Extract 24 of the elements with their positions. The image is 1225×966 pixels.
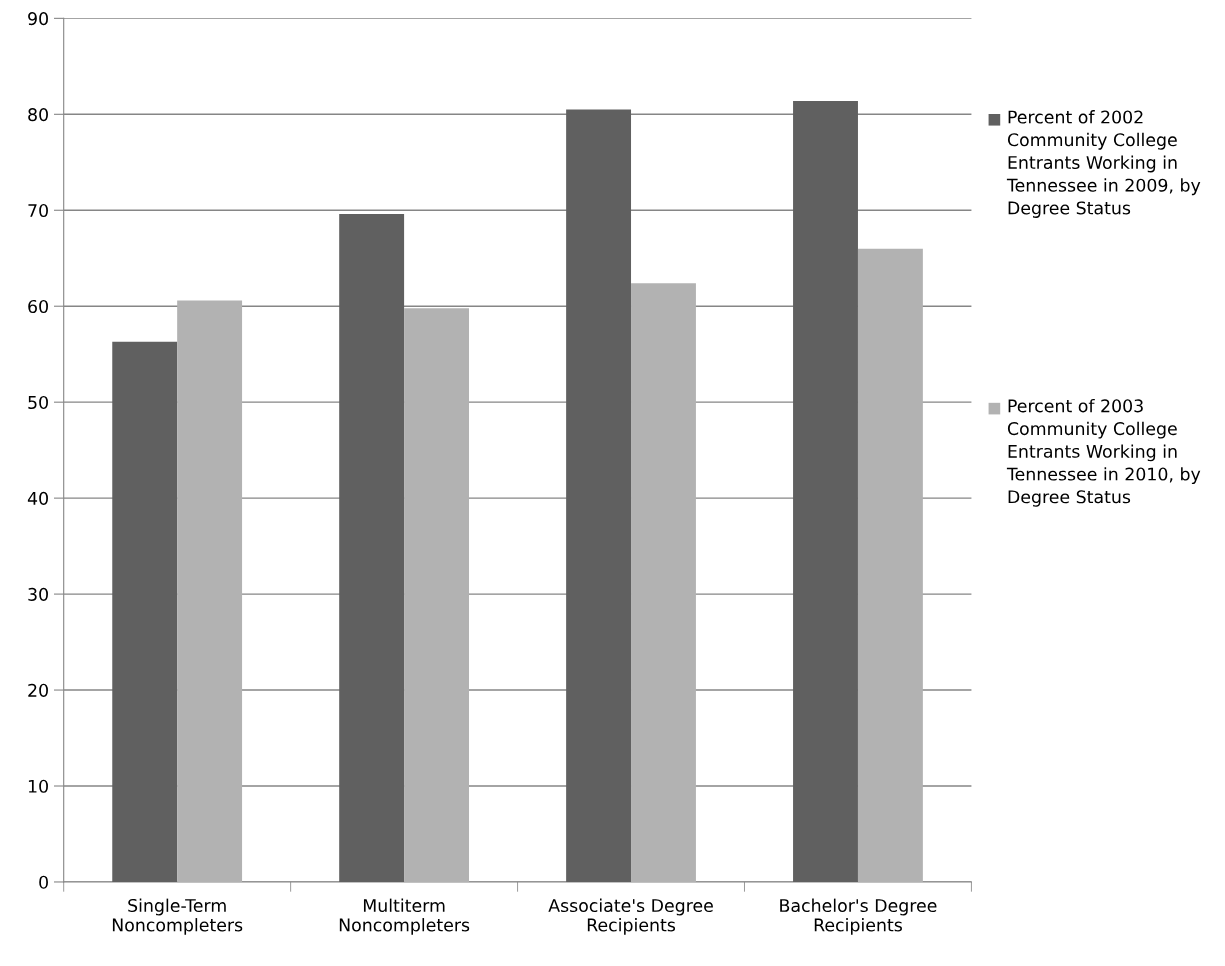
y-tick-label: 40 [27, 491, 48, 505]
bar [793, 100, 858, 882]
bar [339, 214, 405, 882]
legend-label: Percent of 2002 Community College Entrants Working in Tennessee in 2009, by Degree Status [1006, 110, 1201, 218]
bar [857, 248, 923, 882]
x-tick-label: Single-Term Noncompleters [112, 898, 243, 935]
bar [112, 341, 178, 882]
y-tick-label: 90 [28, 12, 48, 26]
y-tick-label: 80 [28, 108, 48, 122]
x-tick-label: Associate's Degree Recipients [548, 898, 713, 935]
y-tick-label: 10 [28, 779, 48, 793]
legend-label: Percent of 2003 Community College Entrants Working in Tennessee in 2010, by Degree Status [1006, 398, 1201, 507]
bar [566, 109, 632, 882]
y-tick-label: 50 [28, 395, 48, 410]
y-tick-label: 20 [28, 683, 48, 697]
bar [177, 300, 243, 882]
x-tick-label: Multiterm Noncompleters [339, 898, 470, 935]
bar [404, 308, 469, 882]
y-tick-label: 60 [28, 299, 48, 314]
y-tick-label: 70 [28, 203, 48, 218]
x-tick-label: Bachelor's Degree Recipients [780, 898, 937, 935]
y-tick-label: 0 [39, 875, 48, 889]
y-tick-label: 30 [28, 587, 48, 601]
bar [631, 283, 696, 882]
